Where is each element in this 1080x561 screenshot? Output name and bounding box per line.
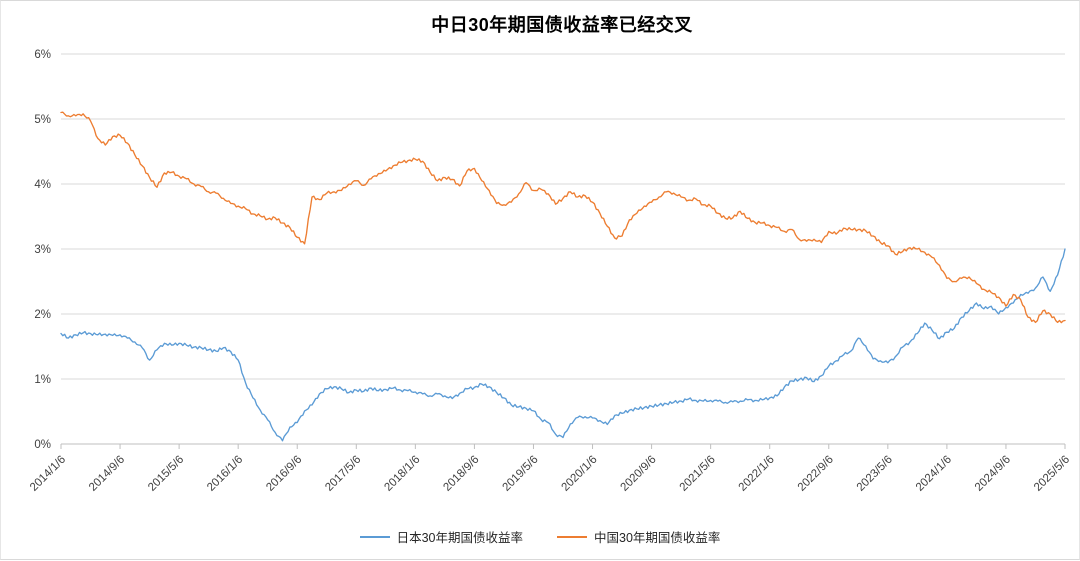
legend-label-china: 中国30年期国债收益率: [594, 531, 721, 545]
svg-text:2019/5/6: 2019/5/6: [500, 454, 540, 494]
svg-text:2015/5/6: 2015/5/6: [146, 454, 186, 494]
svg-text:2022/9/6: 2022/9/6: [796, 454, 836, 494]
svg-text:2017/5/6: 2017/5/6: [323, 454, 363, 494]
svg-text:2016/9/6: 2016/9/6: [264, 454, 304, 494]
japan-series-line-swatch: [359, 535, 390, 538]
chart-legend: 日本30年期国债收益率 中国30年期国债收益率: [1, 527, 1079, 546]
svg-text:2020/9/6: 2020/9/6: [619, 454, 659, 494]
svg-text:2020/1/6: 2020/1/6: [560, 454, 600, 494]
svg-text:2022/1/6: 2022/1/6: [737, 454, 777, 494]
legend-entry-japan: 日本30年期国债收益率: [359, 527, 523, 546]
svg-text:4%: 4%: [34, 179, 51, 191]
svg-text:2014/1/6: 2014/1/6: [28, 454, 68, 494]
svg-text:2018/1/6: 2018/1/6: [382, 454, 422, 494]
svg-text:2025/5/6: 2025/5/6: [1032, 454, 1072, 494]
svg-text:2021/5/6: 2021/5/6: [678, 454, 718, 494]
svg-text:6%: 6%: [34, 49, 51, 61]
svg-text:2%: 2%: [34, 309, 51, 321]
svg-text:2018/9/6: 2018/9/6: [441, 454, 481, 494]
china-yield-line: [60, 111, 1066, 324]
japan-yield-line: [60, 248, 1066, 442]
svg-text:3%: 3%: [34, 244, 51, 256]
svg-text:2023/5/6: 2023/5/6: [855, 454, 895, 494]
svg-text:2014/9/6: 2014/9/6: [87, 454, 127, 494]
svg-text:2024/1/6: 2024/1/6: [914, 454, 954, 494]
svg-text:2016/1/6: 2016/1/6: [205, 454, 245, 494]
svg-text:1%: 1%: [34, 374, 51, 386]
svg-text:0%: 0%: [34, 439, 51, 451]
china-series-line-swatch: [557, 535, 587, 538]
legend-label-japan: 日本30年期国债收益率: [396, 531, 523, 545]
chart-title: 中日30年期国债收益率已经交叉: [431, 15, 693, 35]
legend-entry-china: 中国30年期国债收益率: [557, 527, 720, 546]
svg-text:5%: 5%: [34, 114, 51, 126]
svg-text:2024/9/6: 2024/9/6: [973, 454, 1013, 494]
